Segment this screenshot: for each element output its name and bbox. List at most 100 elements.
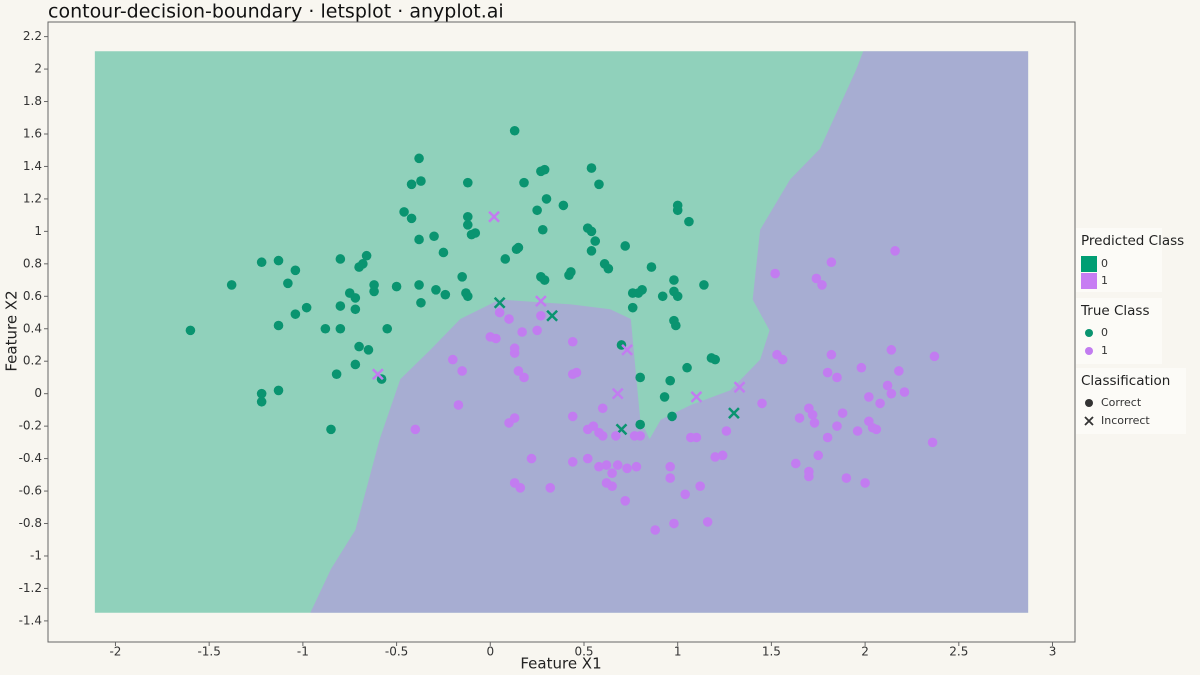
point-correct [586, 226, 597, 237]
point-correct [410, 424, 421, 435]
point-correct [350, 359, 361, 370]
point-correct [414, 234, 424, 245]
x-tick-label: 0.5 [574, 645, 593, 659]
point-correct [448, 354, 458, 365]
point-correct [637, 285, 647, 295]
point-correct [358, 259, 368, 269]
point-correct [899, 387, 910, 397]
x-tick-label: -1.5 [197, 645, 220, 659]
point-correct [566, 267, 576, 277]
point-correct [541, 194, 552, 204]
point-incorrect [690, 391, 703, 403]
legend-label: Incorrect [1101, 414, 1150, 427]
point-correct [509, 413, 520, 423]
point-correct [526, 453, 537, 464]
point-correct [361, 250, 372, 261]
point-correct [607, 481, 617, 491]
point-correct [817, 280, 827, 290]
point-correct [586, 246, 597, 256]
point-correct [646, 262, 657, 272]
point-correct [669, 518, 679, 529]
point-correct [809, 418, 820, 428]
point-correct [462, 211, 473, 222]
point-correct [601, 460, 612, 470]
point-correct [594, 427, 604, 438]
plot-area [94, 51, 1029, 613]
point-correct [290, 309, 301, 319]
point-correct [832, 372, 842, 383]
point-correct [256, 388, 267, 399]
point-correct [226, 280, 237, 290]
point-correct [470, 228, 481, 238]
y-tick-label: -0.6 [19, 484, 42, 498]
point-correct [627, 302, 638, 313]
point-correct [331, 369, 342, 379]
point-incorrect [371, 368, 384, 381]
legend-marker [1084, 416, 1094, 426]
point-correct [558, 200, 569, 211]
y-axis-title: Feature X2 [3, 290, 21, 371]
point-correct [671, 320, 681, 331]
point-correct [350, 293, 361, 303]
legend-marker [1085, 329, 1093, 337]
point-correct [335, 323, 346, 334]
point-correct [622, 463, 632, 474]
point-correct [635, 419, 646, 430]
point-correct [513, 366, 524, 376]
point-correct [875, 398, 885, 409]
x-tick-label: 1 [674, 645, 682, 659]
point-correct [511, 244, 522, 255]
point-correct [519, 372, 529, 383]
point-correct [599, 259, 610, 269]
point-correct [517, 327, 527, 337]
y-tick-label: 1.2 [23, 191, 42, 205]
point-correct [620, 495, 631, 506]
point-correct [567, 336, 578, 347]
point-correct [509, 348, 520, 358]
point-correct [462, 291, 473, 302]
point-correct [757, 398, 767, 409]
point-correct [590, 236, 601, 246]
y-tick-label: -0.2 [19, 419, 42, 433]
point-correct [657, 291, 668, 302]
point-correct [813, 450, 824, 461]
point-correct [665, 461, 675, 472]
point-correct [440, 289, 451, 300]
legend-swatch [1081, 273, 1097, 289]
point-correct [710, 452, 720, 462]
point-correct [363, 345, 374, 355]
y-tick-label: 0 [34, 386, 42, 400]
point-correct [695, 481, 705, 491]
legend-box [1076, 368, 1186, 434]
y-tick-label: 0.8 [23, 256, 42, 270]
point-correct [611, 431, 621, 441]
point-incorrect [728, 407, 740, 420]
x-tick-label: 2 [861, 645, 869, 659]
point-correct [301, 302, 312, 313]
point-correct [185, 325, 196, 336]
point-correct [597, 403, 608, 414]
point-correct [354, 341, 364, 352]
point-correct [491, 333, 501, 344]
point-correct [650, 525, 661, 535]
point-correct [822, 367, 833, 378]
point-correct [500, 254, 511, 264]
point-correct [416, 176, 426, 186]
point-incorrect [621, 343, 633, 356]
point-correct [607, 468, 617, 479]
point-correct [826, 349, 837, 360]
point-correct [770, 268, 780, 279]
point-correct [612, 460, 623, 470]
point-correct [256, 257, 267, 268]
point-correct [504, 314, 514, 324]
point-correct [620, 241, 631, 251]
y-tick-label: 0.4 [23, 321, 42, 335]
legend-label: Correct [1101, 396, 1142, 409]
legend-label: 0 [1101, 257, 1108, 270]
point-correct [832, 421, 842, 431]
point-correct [826, 257, 837, 268]
point-correct [290, 265, 301, 276]
point-correct [699, 280, 709, 290]
y-tick-label: -0.4 [19, 451, 42, 465]
